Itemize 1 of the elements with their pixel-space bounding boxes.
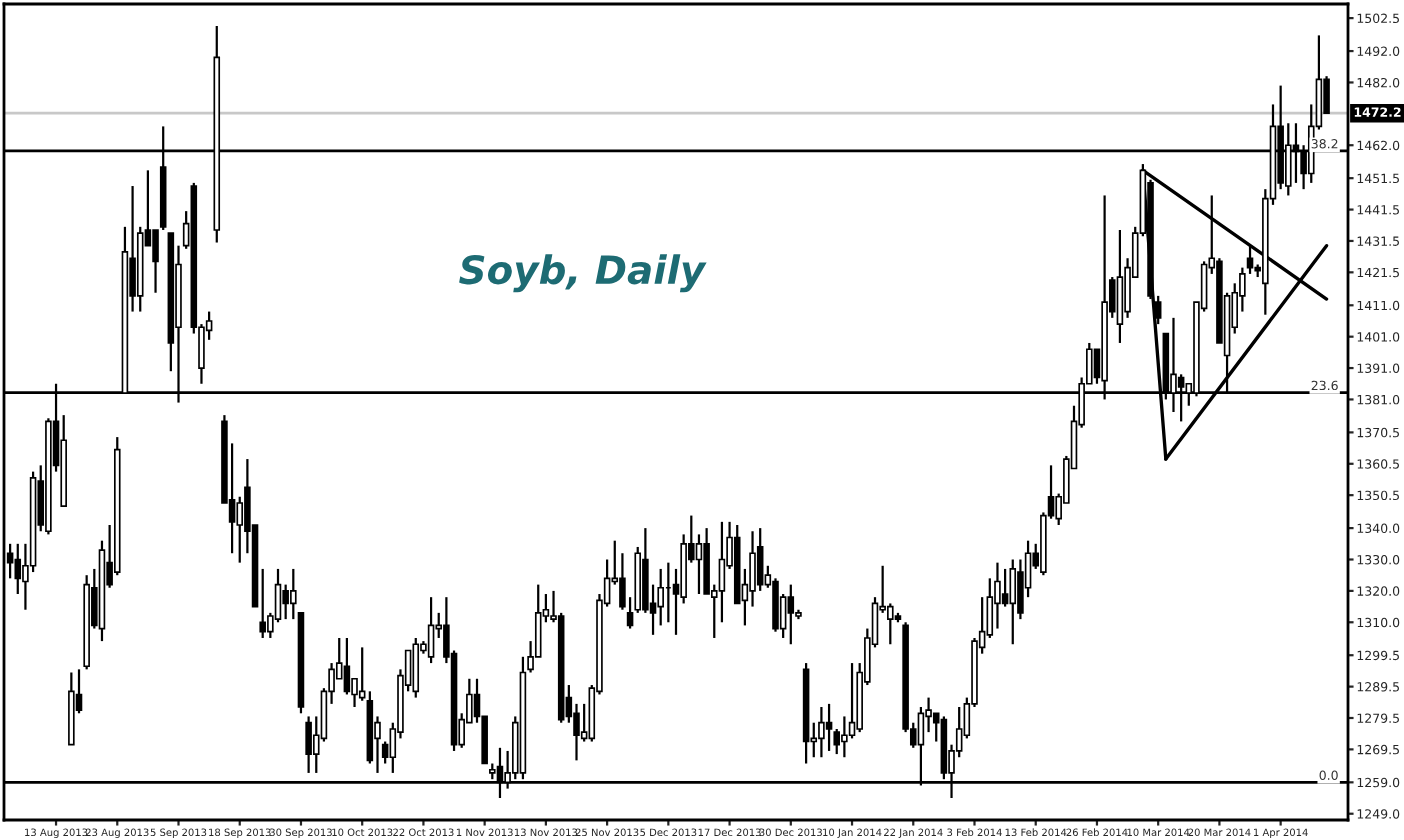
text: Soyb, Daily [459, 254, 707, 293]
